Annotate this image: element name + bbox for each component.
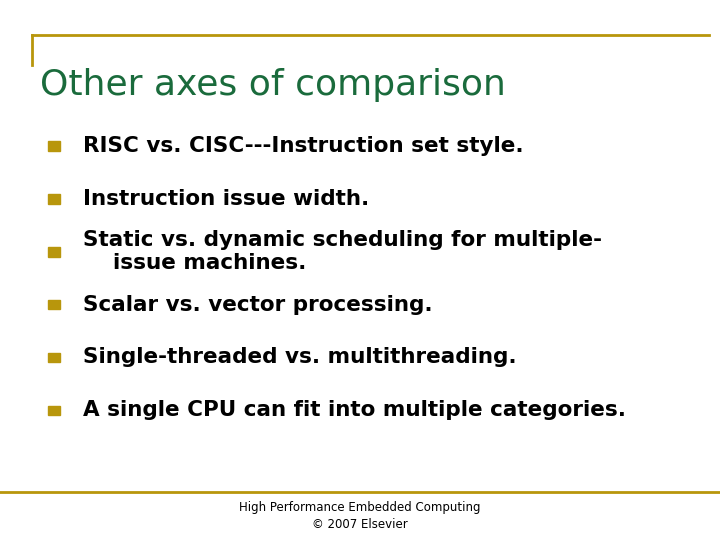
- Text: Instruction issue width.: Instruction issue width.: [83, 188, 369, 209]
- Text: Single-threaded vs. multithreading.: Single-threaded vs. multithreading.: [83, 347, 516, 368]
- Text: Scalar vs. vector processing.: Scalar vs. vector processing.: [83, 294, 433, 315]
- Bar: [48, 194, 60, 204]
- Text: Other axes of comparison: Other axes of comparison: [40, 68, 505, 102]
- Bar: [48, 300, 60, 309]
- Bar: [48, 141, 60, 151]
- Bar: [48, 353, 60, 362]
- Text: Static vs. dynamic scheduling for multiple-
    issue machines.: Static vs. dynamic scheduling for multip…: [83, 230, 602, 273]
- Bar: [48, 406, 60, 415]
- Text: RISC vs. CISC---Instruction set style.: RISC vs. CISC---Instruction set style.: [83, 136, 523, 156]
- Bar: [48, 247, 60, 256]
- Text: A single CPU can fit into multiple categories.: A single CPU can fit into multiple categ…: [83, 400, 626, 421]
- Text: High Performance Embedded Computing
© 2007 Elsevier: High Performance Embedded Computing © 20…: [239, 501, 481, 531]
